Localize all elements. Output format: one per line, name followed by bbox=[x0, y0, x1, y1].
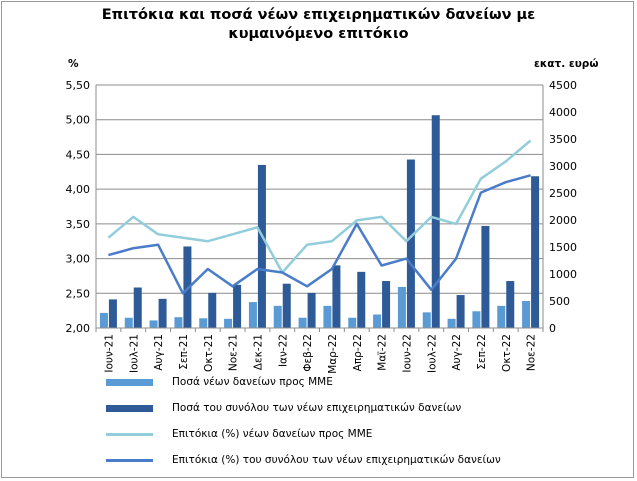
legend-line-sme-rate bbox=[106, 433, 153, 436]
right-tick-label: 500 bbox=[549, 295, 570, 308]
left-tick-label: 3,00 bbox=[66, 253, 91, 266]
bar-sme-amount bbox=[174, 317, 183, 328]
left-tick-label: 5,00 bbox=[66, 114, 91, 127]
bar-total-amount bbox=[382, 281, 391, 328]
legend-line-total-rate bbox=[106, 459, 153, 462]
x-tick-label: Ιουν-22 bbox=[401, 334, 413, 373]
right-tick-label: 4000 bbox=[549, 106, 577, 119]
bar-sme-amount bbox=[397, 286, 406, 328]
left-tick-label: 4,00 bbox=[66, 183, 91, 196]
bar-sme-amount bbox=[323, 305, 332, 328]
x-tick-label: Ιουλ-21 bbox=[128, 334, 140, 373]
x-tick-label: Σεπ-22 bbox=[476, 334, 488, 370]
left-tick-label: 3,50 bbox=[66, 218, 91, 231]
title-line-1: Επιτόκια και ποσά νέων επιχειρηματικών δ… bbox=[101, 7, 536, 23]
x-tick-label: Νοε-22 bbox=[526, 334, 538, 371]
bar-sme-amount bbox=[447, 318, 456, 328]
right-axis-unit: εκατ. ευρώ bbox=[534, 58, 599, 70]
bar-sme-amount bbox=[472, 311, 481, 328]
bar-total-amount bbox=[307, 292, 316, 328]
right-tick-label: 2000 bbox=[549, 214, 577, 227]
x-tick-label: Ιουλ-22 bbox=[426, 334, 438, 373]
x-tick-label: Αυγ-21 bbox=[153, 334, 165, 371]
x-tick-label: Νοε-21 bbox=[228, 334, 240, 371]
bar-sme-amount bbox=[373, 314, 382, 328]
x-tick-label: Οκτ-21 bbox=[203, 334, 215, 372]
x-tick-label: Αυγ-22 bbox=[451, 334, 463, 371]
right-tick-label: 3000 bbox=[549, 160, 577, 173]
legend-swatch-sme-amounts bbox=[106, 379, 153, 386]
bar-sme-amount bbox=[224, 318, 233, 328]
bar-sme-amount bbox=[124, 317, 133, 328]
right-tick-label: 4500 bbox=[549, 79, 577, 92]
x-tick-label: Απρ-22 bbox=[352, 334, 364, 371]
legend-label-sme-rate: Επιτόκια (%) νέων δανείων προς ΜΜΕ bbox=[172, 428, 373, 440]
right-tick-label: 2500 bbox=[549, 187, 577, 200]
bar-sme-amount bbox=[149, 320, 158, 328]
bar-total-amount bbox=[431, 115, 440, 329]
line-sme-rate bbox=[107, 139, 532, 274]
bar-total-amount bbox=[481, 225, 490, 328]
bar-total-amount bbox=[133, 287, 142, 328]
bar-sme-amount bbox=[522, 301, 531, 328]
legend-swatch-total-amounts bbox=[106, 405, 153, 412]
bar-total-amount bbox=[233, 284, 242, 328]
legend-label-total-rate: Επιτόκια (%) του συνόλου των νέων επιχει… bbox=[172, 454, 501, 466]
right-tick-label: 1500 bbox=[549, 241, 577, 254]
chart-title: Επιτόκια και ποσά νέων επιχειρηματικών δ… bbox=[0, 6, 637, 44]
bar-sme-amount bbox=[497, 305, 506, 328]
x-tick-label: Ιουν-21 bbox=[103, 334, 115, 373]
bar-sme-amount bbox=[199, 318, 208, 328]
legend-label-sme-amounts: Ποσά νέων δανείων προς ΜΜΕ bbox=[172, 376, 333, 388]
left-tick-label: 2,00 bbox=[66, 322, 91, 335]
bar-total-amount bbox=[456, 295, 465, 328]
bar-total-amount bbox=[406, 159, 415, 328]
bar-sme-amount bbox=[248, 302, 257, 328]
x-tick-label: Μαϊ-22 bbox=[377, 334, 389, 371]
left-axis-unit: % bbox=[68, 58, 79, 70]
bar-sme-amount bbox=[99, 312, 108, 328]
right-tick-label: 1000 bbox=[549, 268, 577, 281]
x-tick-label: Μαρ-22 bbox=[327, 334, 339, 374]
bar-total-amount bbox=[357, 271, 366, 328]
bar-sme-amount bbox=[422, 312, 431, 328]
right-tick-label: 3500 bbox=[549, 133, 577, 146]
bar-sme-amount bbox=[348, 317, 357, 328]
x-tick-label: Φεβ-22 bbox=[302, 334, 314, 372]
bar-total-amount bbox=[257, 164, 266, 328]
bar-total-amount bbox=[531, 176, 540, 328]
legend-label-total-amounts: Ποσά του συνόλου των νέων επιχειρηματικώ… bbox=[172, 402, 462, 414]
left-tick-label: 4,50 bbox=[66, 148, 91, 161]
bar-total-amount bbox=[108, 299, 117, 328]
right-tick-label: 0 bbox=[549, 322, 556, 335]
title-line-2: κυμαινόμενο επιτόκιο bbox=[228, 26, 409, 42]
bar-total-amount bbox=[506, 281, 515, 328]
bar-total-amount bbox=[158, 298, 167, 328]
left-tick-label: 5,50 bbox=[66, 79, 91, 92]
bar-total-amount bbox=[208, 292, 217, 328]
x-tick-label: Ιαν-22 bbox=[277, 334, 289, 367]
bar-sme-amount bbox=[298, 317, 307, 328]
x-tick-label: Δεκ-21 bbox=[252, 334, 264, 370]
bar-sme-amount bbox=[273, 305, 282, 328]
left-tick-label: 2,50 bbox=[66, 287, 91, 300]
bar-total-amount bbox=[282, 283, 291, 328]
line-total-rate bbox=[108, 174, 531, 295]
x-tick-label: Σεπ-21 bbox=[178, 334, 190, 370]
bar-total-amount bbox=[332, 265, 341, 328]
x-tick-label: Οκτ-22 bbox=[501, 334, 513, 372]
